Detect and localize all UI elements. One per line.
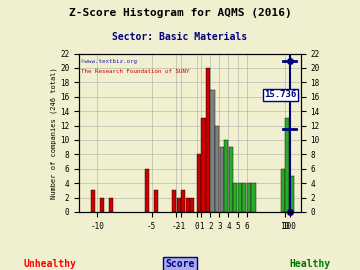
- Y-axis label: Number of companies (246 total): Number of companies (246 total): [51, 67, 58, 199]
- Bar: [202, 118, 206, 212]
- Text: 15.736: 15.736: [264, 90, 297, 99]
- Text: Unhealthy: Unhealthy: [24, 259, 77, 269]
- Bar: [91, 190, 95, 212]
- Bar: [251, 183, 256, 212]
- Bar: [197, 154, 201, 212]
- Bar: [247, 183, 251, 212]
- Bar: [109, 198, 113, 212]
- Text: Z-Score Histogram for AQMS (2016): Z-Score Histogram for AQMS (2016): [69, 8, 291, 18]
- Bar: [190, 198, 194, 212]
- Bar: [154, 190, 158, 212]
- Bar: [100, 198, 104, 212]
- Bar: [176, 198, 181, 212]
- Bar: [229, 147, 233, 212]
- Text: ©www.textbiz.org: ©www.textbiz.org: [81, 59, 137, 64]
- Bar: [220, 147, 224, 212]
- Bar: [145, 169, 149, 212]
- Bar: [285, 118, 289, 212]
- Bar: [233, 183, 238, 212]
- Bar: [186, 198, 190, 212]
- Bar: [211, 90, 215, 212]
- Text: The Research Foundation of SUNY: The Research Foundation of SUNY: [81, 69, 190, 75]
- Bar: [215, 126, 219, 212]
- Bar: [224, 140, 228, 212]
- Bar: [242, 183, 247, 212]
- Bar: [289, 176, 294, 212]
- Bar: [172, 190, 176, 212]
- Bar: [206, 68, 210, 212]
- Text: Score: Score: [165, 259, 195, 269]
- Bar: [181, 190, 185, 212]
- Bar: [238, 183, 242, 212]
- Text: Sector: Basic Materials: Sector: Basic Materials: [112, 32, 248, 42]
- Bar: [280, 169, 285, 212]
- Text: Healthy: Healthy: [289, 259, 330, 269]
